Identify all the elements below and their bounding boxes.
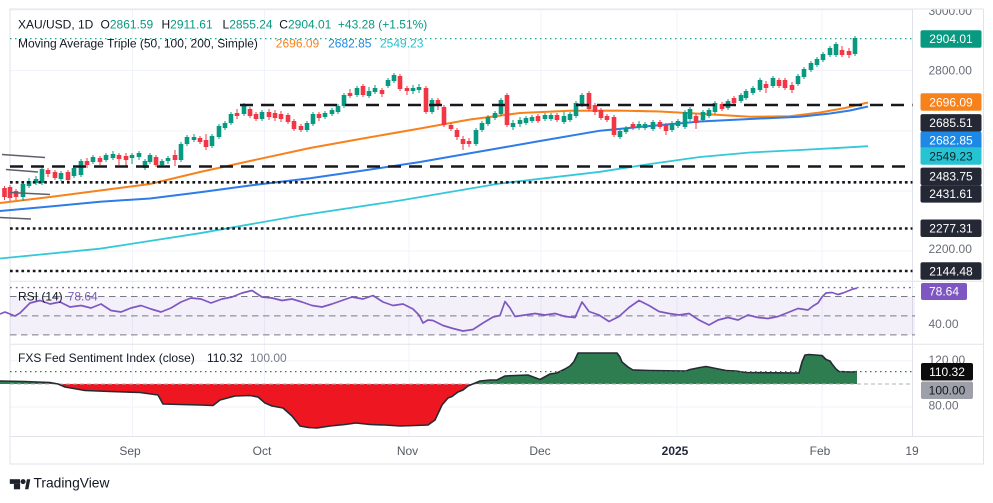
svg-text:80.00: 80.00	[929, 399, 959, 413]
svg-text:XAU/USD, 1D: XAU/USD, 1D	[18, 18, 94, 32]
svg-text:40.00: 40.00	[929, 317, 959, 331]
svg-text:2200.00: 2200.00	[929, 242, 973, 256]
svg-text:78.64: 78.64	[68, 289, 98, 303]
svg-text:2800.00: 2800.00	[929, 64, 973, 78]
svg-text:100.00: 100.00	[250, 351, 287, 365]
svg-text:RSI (14): RSI (14)	[18, 289, 63, 303]
svg-text:C2904.01: C2904.01	[279, 18, 331, 32]
svg-text:2483.75: 2483.75	[929, 170, 973, 184]
svg-text:110.32: 110.32	[207, 351, 243, 365]
svg-text:2696.09: 2696.09	[929, 95, 973, 109]
svg-text:FXS Fed Sentiment Index (close: FXS Fed Sentiment Index (close)	[18, 351, 195, 365]
svg-text:2696.09: 2696.09	[276, 37, 320, 51]
svg-text:2025: 2025	[662, 444, 689, 458]
svg-text:110.32: 110.32	[929, 365, 965, 379]
svg-text:Feb: Feb	[810, 444, 831, 458]
svg-text:+43.28 (+1.51%): +43.28 (+1.51%)	[338, 18, 427, 32]
svg-text:2682.85: 2682.85	[328, 37, 372, 51]
svg-text:O2861.59: O2861.59	[101, 18, 154, 32]
svg-text:2431.61: 2431.61	[929, 187, 973, 201]
svg-text:19: 19	[905, 444, 919, 458]
svg-text:2549.23: 2549.23	[380, 37, 424, 51]
svg-text:Sep: Sep	[119, 444, 141, 458]
svg-text:2277.31: 2277.31	[929, 221, 973, 235]
svg-text:2904.01: 2904.01	[929, 32, 973, 46]
svg-text:78.64: 78.64	[929, 285, 959, 299]
svg-text:L2855.24: L2855.24	[223, 18, 273, 32]
svg-text:2685.51: 2685.51	[929, 116, 973, 130]
svg-text:2682.85: 2682.85	[929, 133, 973, 147]
svg-text:Dec: Dec	[529, 444, 550, 458]
svg-text:Oct: Oct	[253, 444, 272, 458]
svg-text:2144.48: 2144.48	[929, 264, 973, 278]
svg-text:H2911.61: H2911.61	[162, 18, 213, 32]
svg-text:TradingView: TradingView	[34, 476, 110, 491]
svg-text:100.00: 100.00	[929, 383, 966, 397]
svg-text:Moving Average Triple (50, 100: Moving Average Triple (50, 100, 200, Sim…	[18, 37, 258, 51]
svg-text:2549.23: 2549.23	[929, 149, 973, 163]
svg-text:Nov: Nov	[397, 444, 418, 458]
